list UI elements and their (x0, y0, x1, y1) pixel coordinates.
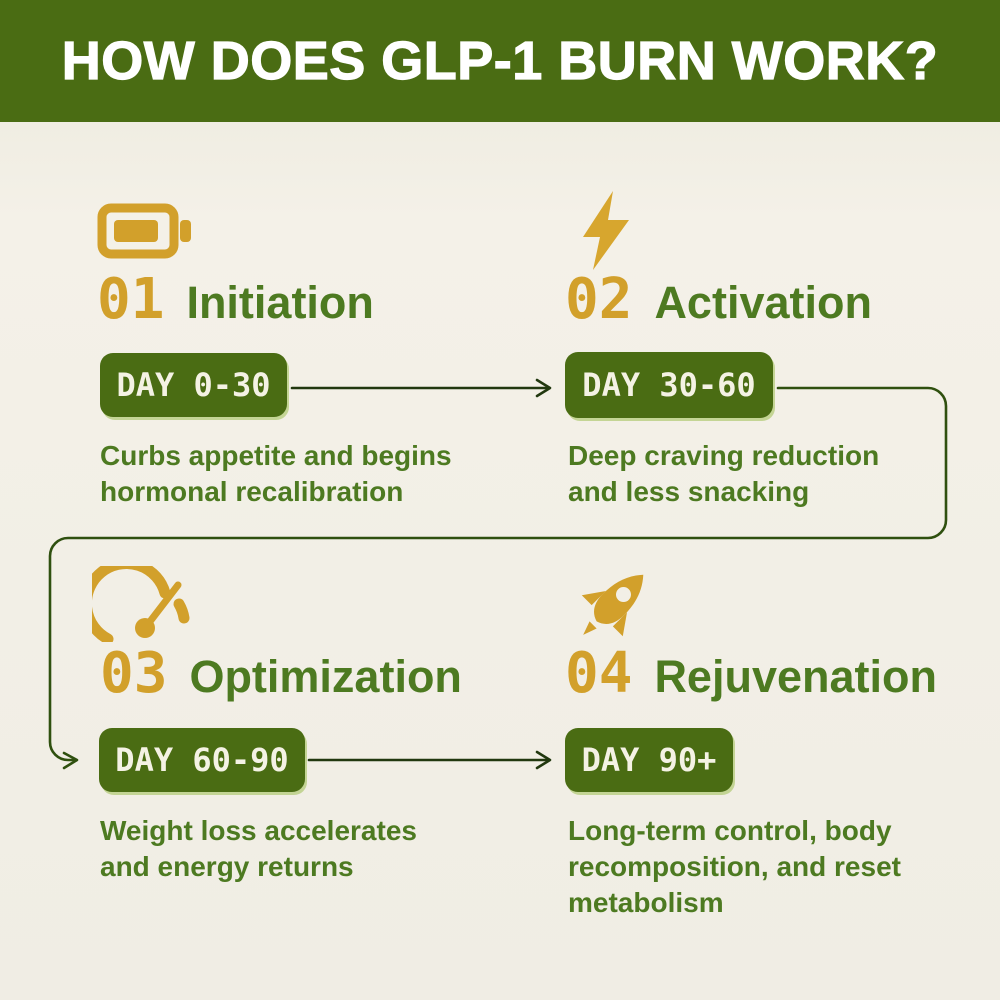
step1-title-row: 01 Initiation (97, 272, 374, 328)
step1-description: Curbs appetite and begins hormonal recal… (100, 440, 452, 507)
arrow-step1-to-step2 (290, 378, 552, 398)
header-banner: HOW DOES GLP-1 BURN WORK? (0, 0, 1000, 122)
step1-title: Initiation (186, 277, 374, 328)
step1-day-badge: DAY 0-30 (100, 353, 287, 417)
step2-day-label: DAY 30-60 (582, 366, 756, 404)
step3-day-badge: DAY 60-90 (99, 728, 305, 792)
step2-title-row: 02 Activation (565, 272, 872, 328)
step4-title-row: 04 Rejuvenation (565, 646, 937, 702)
step4-number: 04 (565, 641, 633, 706)
step4-day-label: DAY 90+ (581, 741, 717, 779)
step1-number: 01 (97, 267, 165, 332)
step4-title: Rejuvenation (654, 651, 937, 702)
arrow-step3-to-step4 (307, 750, 552, 770)
step4-description: Long-term control, body recomposition, a… (568, 815, 901, 918)
step2-title: Activation (654, 277, 872, 328)
lightning-icon (583, 191, 629, 270)
page-title: HOW DOES GLP-1 BURN WORK? (61, 30, 939, 91)
step3-description: Weight loss accelerates and energy retur… (100, 815, 417, 882)
rocket-icon (581, 574, 644, 637)
gauge-icon (92, 566, 190, 642)
step3-title: Optimization (189, 651, 462, 702)
step1-day-label: DAY 0-30 (116, 366, 271, 404)
step3-number: 03 (100, 641, 168, 706)
step2-day-badge: DAY 30-60 (565, 352, 773, 418)
step4-day-badge: DAY 90+ (565, 728, 733, 792)
battery-icon (97, 203, 191, 259)
step3-day-label: DAY 60-90 (115, 741, 289, 779)
step3-title-row: 03 Optimization (100, 646, 462, 702)
step2-number: 02 (565, 267, 633, 332)
step2-description: Deep craving reduction and less snacking (568, 440, 880, 507)
